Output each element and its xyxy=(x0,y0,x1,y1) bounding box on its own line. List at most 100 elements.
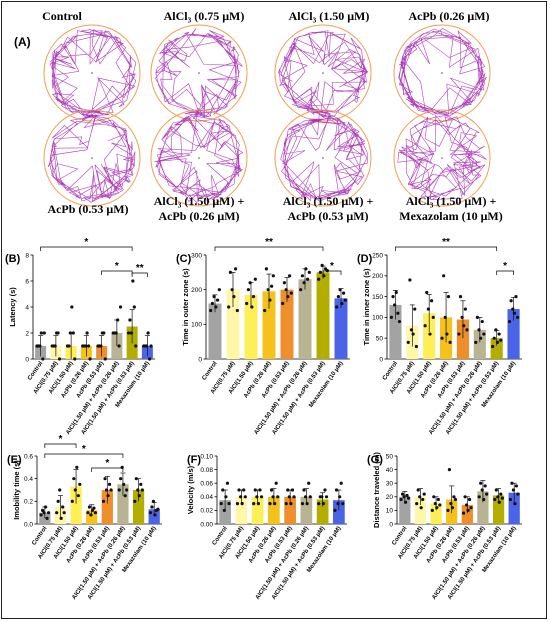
data-point xyxy=(449,502,453,506)
data-point xyxy=(268,502,272,506)
data-point xyxy=(341,502,345,506)
y-tick-label: 100 xyxy=(372,315,383,322)
data-point xyxy=(482,497,486,502)
y-tick-label: 50 xyxy=(376,336,384,343)
y-tick-label: 150 xyxy=(372,294,383,301)
bar xyxy=(117,484,129,524)
data-point xyxy=(259,495,264,499)
data-point xyxy=(511,488,516,492)
data-point xyxy=(287,495,291,499)
data-point xyxy=(509,299,513,303)
data-point xyxy=(123,494,127,498)
data-point xyxy=(391,295,395,299)
data-point xyxy=(307,481,311,485)
data-point xyxy=(99,344,103,348)
bar xyxy=(251,496,264,524)
track-title-8: AlCl₃ (1.50 μM) + xyxy=(406,194,497,208)
data-point xyxy=(286,488,290,492)
y-tick-label: 0.0 xyxy=(24,521,33,528)
data-point xyxy=(433,502,437,506)
data-point xyxy=(228,270,233,274)
data-point xyxy=(129,331,133,335)
panel-label-a: (A) xyxy=(14,35,31,49)
data-point xyxy=(491,344,495,349)
y-axis-label: Time in outer zone (s) xyxy=(181,268,190,346)
arena-center xyxy=(441,157,443,159)
data-point xyxy=(494,328,498,332)
data-point xyxy=(233,267,238,271)
data-point xyxy=(39,513,43,517)
significance-label: ** xyxy=(442,237,450,248)
data-point xyxy=(217,288,221,292)
data-point xyxy=(120,465,124,469)
y-tick-label: 100 xyxy=(191,322,202,329)
data-point xyxy=(256,502,261,506)
data-point xyxy=(238,495,243,499)
data-point xyxy=(516,492,520,496)
data-point xyxy=(413,307,417,311)
data-point xyxy=(460,315,464,319)
y-tick-label: 0 xyxy=(379,356,383,363)
data-point xyxy=(253,488,257,492)
data-point xyxy=(321,502,326,506)
data-point xyxy=(282,281,287,285)
data-point xyxy=(425,290,429,295)
data-point xyxy=(235,308,239,313)
significance-label: * xyxy=(330,261,334,272)
data-point xyxy=(419,506,423,510)
swim-track xyxy=(398,28,487,117)
data-point xyxy=(252,502,256,506)
y-tick-label: 2 xyxy=(25,330,29,337)
bar xyxy=(244,294,258,359)
data-point xyxy=(41,357,45,361)
bar xyxy=(235,496,248,524)
arena-center xyxy=(91,157,93,159)
data-point xyxy=(394,290,398,295)
data-point xyxy=(463,307,467,311)
data-point xyxy=(469,506,473,510)
data-point xyxy=(409,328,414,332)
y-tick-label: 0.08 xyxy=(200,467,213,474)
data-point xyxy=(508,497,513,502)
bar xyxy=(430,503,442,524)
data-point xyxy=(243,495,247,499)
bar xyxy=(262,291,276,359)
data-point xyxy=(215,298,220,302)
y-tick-label: 6 xyxy=(25,278,29,285)
data-point xyxy=(38,344,42,348)
significance-label: * xyxy=(503,261,507,272)
data-point xyxy=(513,502,517,506)
data-point xyxy=(56,331,60,335)
data-point xyxy=(499,338,503,342)
data-point xyxy=(338,288,342,292)
track-plot-2 xyxy=(150,24,248,122)
data-point xyxy=(426,307,430,311)
data-point xyxy=(78,482,82,486)
data-point xyxy=(125,488,129,492)
data-point xyxy=(512,311,516,315)
y-tick-label: 200 xyxy=(191,287,202,294)
y-tick-label: 50 xyxy=(386,453,394,460)
data-point xyxy=(137,494,141,498)
data-point xyxy=(253,277,257,281)
y-tick-label: 30 xyxy=(386,481,394,488)
data-point xyxy=(274,481,278,485)
y-tick-label: 0.00 xyxy=(200,521,213,528)
arena-ring xyxy=(393,24,491,122)
significance-bracket xyxy=(214,246,324,251)
data-point xyxy=(403,500,408,504)
data-point xyxy=(70,305,74,309)
data-point xyxy=(397,319,402,324)
data-point xyxy=(156,507,160,511)
data-point xyxy=(308,495,312,499)
data-point xyxy=(230,288,234,292)
data-point xyxy=(493,497,497,502)
data-point xyxy=(299,288,303,292)
data-point xyxy=(336,502,340,506)
data-point xyxy=(46,511,51,515)
panel-label: (C) xyxy=(176,253,192,265)
data-point xyxy=(406,340,410,344)
